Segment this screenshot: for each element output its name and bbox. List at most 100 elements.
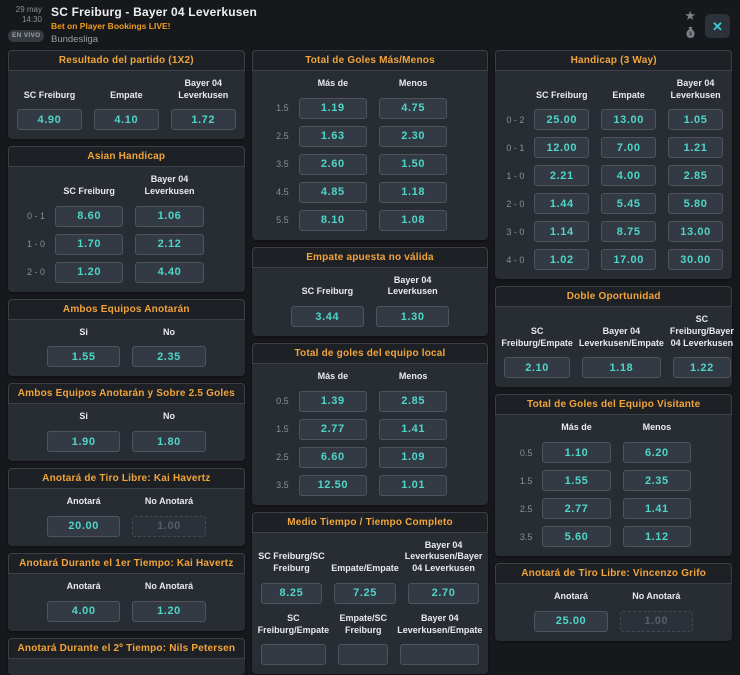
odds-button[interactable]: 4.00 [47, 600, 121, 622]
market-card: Anotará de Tiro Libre: Kai Havertz Anotar… [8, 468, 245, 546]
odds-button[interactable]: 6.20 [622, 442, 692, 464]
promo-subtitle[interactable]: Bet on Player Bookings LIVE! [51, 21, 171, 31]
odds-button[interactable]: 7.25 [334, 582, 396, 604]
odds-button[interactable]: 1.41 [379, 418, 448, 440]
odds-button[interactable]: 20.00 [47, 515, 121, 537]
odds-button[interactable]: 3.44 [290, 306, 364, 328]
odds-button[interactable]: 1.80 [132, 431, 206, 453]
odds-button[interactable]: 1.10 [542, 442, 611, 464]
odds-button[interactable]: 12.50 [298, 474, 367, 496]
line-label: 1.5 [276, 103, 289, 114]
odds-cell: 4.10 [91, 109, 162, 131]
odds-button[interactable] [260, 644, 327, 666]
odds-cell: 12.50 [296, 474, 370, 496]
market-title: Resultado del partido (1X2) [8, 50, 245, 71]
market-card: Ambos Equipos Anotarán Si No 1.55 2.35 [8, 298, 245, 377]
odds-button[interactable] [400, 644, 480, 666]
odds-button[interactable]: 1.20 [55, 261, 124, 283]
odds-button[interactable]: 4.85 [298, 181, 367, 203]
odds-button[interactable]: 25.00 [534, 610, 608, 632]
odds-button[interactable]: 1.08 [379, 209, 448, 231]
market-body: SC Freiburg Bayer 04 Leverkusen 0 - 1 8.60 1… [8, 167, 245, 291]
odds-button[interactable]: 1.72 [170, 109, 236, 131]
odds-button[interactable]: 1.41 [622, 498, 692, 520]
odds-button[interactable]: 17.00 [601, 249, 657, 271]
outcome-header: Más de [561, 422, 592, 433]
odds-cell: 2.12 [132, 233, 206, 255]
odds-button[interactable]: 1.39 [298, 390, 367, 412]
odds-button[interactable]: 1.90 [47, 431, 121, 453]
odds-button[interactable]: 1.21 [668, 137, 724, 159]
odds-button[interactable]: 25.00 [534, 109, 590, 131]
odds-button[interactable]: 7.00 [601, 137, 657, 159]
odds-button[interactable]: 4.90 [17, 109, 82, 131]
odds-button[interactable]: 1.06 [135, 205, 204, 227]
money-bag-icon[interactable]: $ [685, 26, 696, 44]
odds-button[interactable]: 5.45 [601, 193, 657, 215]
odds-button[interactable]: 2.21 [534, 165, 590, 187]
odds-button[interactable]: 2.85 [379, 390, 448, 412]
odds-button[interactable]: 2.60 [298, 153, 367, 175]
odds-button[interactable]: 2.35 [622, 470, 692, 492]
odds-button[interactable]: 4.00 [601, 165, 657, 187]
odds-button[interactable]: 30.00 [668, 249, 724, 271]
odds-button[interactable]: 8.25 [260, 582, 323, 604]
odds-button[interactable]: 1.55 [47, 346, 121, 368]
odds-button[interactable]: 1.30 [376, 306, 450, 328]
close-button[interactable]: ✕ [705, 14, 730, 38]
market-body: SC Freiburg/SC Freiburg Empate/Empate Baye… [252, 533, 489, 674]
odds-cell: 12.00 [531, 137, 592, 159]
odds-button: 1.00 [132, 515, 206, 537]
market-body: SC Freiburg/Empate Bayer 04 Leverkusen/Em… [495, 307, 734, 387]
odds-button[interactable]: 5.80 [668, 193, 724, 215]
odds-button[interactable]: 4.40 [135, 261, 204, 283]
odds-button[interactable] [338, 644, 389, 666]
odds-button[interactable]: 1.19 [298, 97, 367, 119]
odds-button[interactable]: 2.77 [542, 498, 611, 520]
odds-button[interactable]: 1.05 [668, 109, 724, 131]
odds-button[interactable]: 2.10 [504, 357, 570, 379]
odds-button[interactable]: 2.77 [298, 418, 367, 440]
odds-button[interactable]: 12.00 [534, 137, 590, 159]
odds-button[interactable]: 1.20 [132, 600, 206, 622]
odds-button[interactable]: 2.85 [668, 165, 724, 187]
outcome-header: No Anotará [632, 591, 681, 602]
odds-button[interactable]: 2.12 [135, 233, 204, 255]
odds-button[interactable]: 6.60 [298, 446, 367, 468]
line-label: 3.5 [519, 531, 533, 542]
odds-button[interactable]: 1.14 [534, 221, 590, 243]
odds-cell: 1.10 [539, 442, 613, 464]
odds-button[interactable]: 5.60 [542, 526, 611, 548]
line-label: 2 - 0 [506, 198, 525, 209]
odds-button[interactable]: 8.60 [55, 205, 124, 227]
odds-button[interactable]: 1.63 [298, 125, 367, 147]
market-body: Más de Menos 0.5 1.39 2.85 1.5 2.77 1.41 2.5 6.60… [252, 364, 489, 505]
odds-button[interactable]: 1.01 [379, 474, 448, 496]
market-title: Handicap (3 Way) [495, 50, 733, 71]
odds-button[interactable]: 1.02 [534, 249, 590, 271]
odds-button[interactable]: 4.75 [379, 97, 448, 119]
odds-button[interactable]: 8.75 [601, 221, 657, 243]
odds-cell: 1.20 [129, 600, 208, 622]
market-card: Anotará de Tiro Libre: Vincenzo Grifo Ano… [495, 563, 733, 641]
odds-button[interactable]: 2.35 [132, 346, 206, 368]
odds-button[interactable]: 1.12 [622, 526, 692, 548]
odds-button[interactable]: 13.00 [601, 109, 657, 131]
odds-button[interactable]: 1.70 [55, 233, 124, 255]
odds-button[interactable]: 4.10 [93, 109, 159, 131]
odds-button[interactable]: 1.22 [672, 357, 731, 379]
odds-button[interactable]: 8.10 [298, 209, 367, 231]
odds-button[interactable]: 1.09 [379, 446, 448, 468]
odds-button[interactable]: 1.44 [534, 193, 590, 215]
odds-button[interactable]: 2.70 [407, 582, 480, 604]
odds-cell: 17.00 [598, 249, 659, 271]
odds-button[interactable]: 1.18 [581, 357, 661, 379]
market-card: Total de goles del equipo local Más de Men… [251, 343, 489, 505]
odds-button[interactable]: 13.00 [668, 221, 724, 243]
odds-button[interactable]: 1.55 [542, 470, 611, 492]
outcome-header: No Anotará [144, 580, 194, 591]
odds-button[interactable]: 1.50 [379, 153, 448, 175]
odds-button[interactable]: 1.18 [379, 181, 448, 203]
favorite-star-icon[interactable]: ★ [684, 8, 696, 23]
odds-button[interactable]: 2.30 [379, 125, 448, 147]
